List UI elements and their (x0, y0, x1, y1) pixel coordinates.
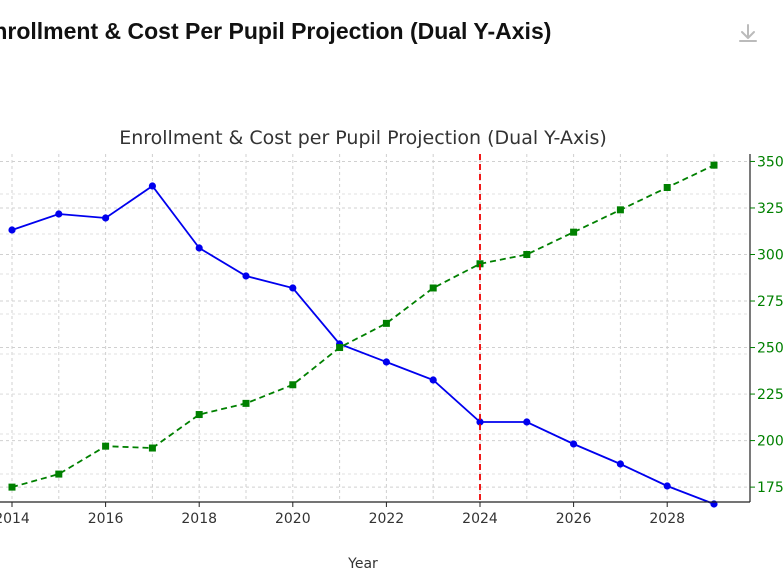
right-y-tick-label: 275 (757, 294, 784, 310)
data-point-series-1 (616, 460, 625, 468)
data-point-series-2 (55, 470, 63, 478)
data-point-series-1 (429, 376, 437, 384)
x-axis-label: Year (347, 556, 378, 572)
data-point-series-1 (523, 418, 531, 426)
x-tick-label: 2020 (275, 511, 311, 527)
data-point-series-2 (570, 228, 578, 236)
data-point-series-2 (102, 442, 110, 450)
grid (0, 154, 750, 502)
data-point-series-2 (429, 284, 437, 292)
chart-title: Enrollment & Cost per Pupil Projection (… (119, 127, 607, 149)
data-point-series-2 (710, 161, 718, 169)
data-point-series-1 (242, 272, 250, 280)
right-y-tick-label: 175 (757, 480, 784, 496)
data-point-series-2 (616, 206, 624, 214)
x-tick-label: 2026 (556, 511, 592, 527)
right-y-tick-label: 300 (757, 247, 784, 263)
data-point-series-1 (476, 418, 484, 426)
x-tick-label: 2028 (649, 511, 685, 527)
series-line-1 (11, 184, 715, 505)
right-y-tick-label: 325 (757, 201, 784, 217)
data-point-series-1 (195, 244, 203, 252)
download-icon[interactable] (736, 22, 760, 46)
data-point-series-1 (102, 214, 110, 222)
x-tick-label: 2024 (462, 511, 498, 527)
x-tick-label: 2014 (0, 511, 30, 527)
right-y-tick-label: 250 (757, 341, 784, 357)
data-point-series-1 (148, 182, 156, 190)
data-point-series-2 (148, 444, 156, 452)
data-point-series-1 (8, 226, 16, 234)
data-point-series-2 (336, 344, 344, 352)
data-point-series-2 (663, 183, 671, 191)
data-point-series-1 (663, 482, 671, 490)
data-point-series-2 (476, 260, 484, 268)
data-point-series-1 (382, 358, 390, 366)
right-y-tick-label: 200 (757, 434, 784, 450)
x-tick-label: 2016 (88, 511, 124, 527)
data-point-series-2 (289, 381, 297, 389)
right-y-tick-label: 350 (757, 154, 784, 170)
data-point-series-2 (195, 411, 203, 419)
data-point-series-2 (8, 483, 16, 491)
x-tick-label: 2022 (369, 511, 405, 527)
series-line-2 (11, 164, 715, 488)
data-point-series-1 (289, 284, 297, 292)
data-point-series-2 (382, 319, 390, 327)
right-y-tick-label: 225 (757, 387, 784, 403)
data-point-series-1 (55, 210, 63, 218)
x-tick-label: 2018 (181, 511, 217, 527)
page-title: Enrollment & Cost Per Pupil Projection (… (0, 18, 552, 44)
data-point-series-1 (570, 440, 578, 448)
data-point-series-2 (242, 399, 250, 407)
data-point-series-2 (523, 250, 531, 258)
